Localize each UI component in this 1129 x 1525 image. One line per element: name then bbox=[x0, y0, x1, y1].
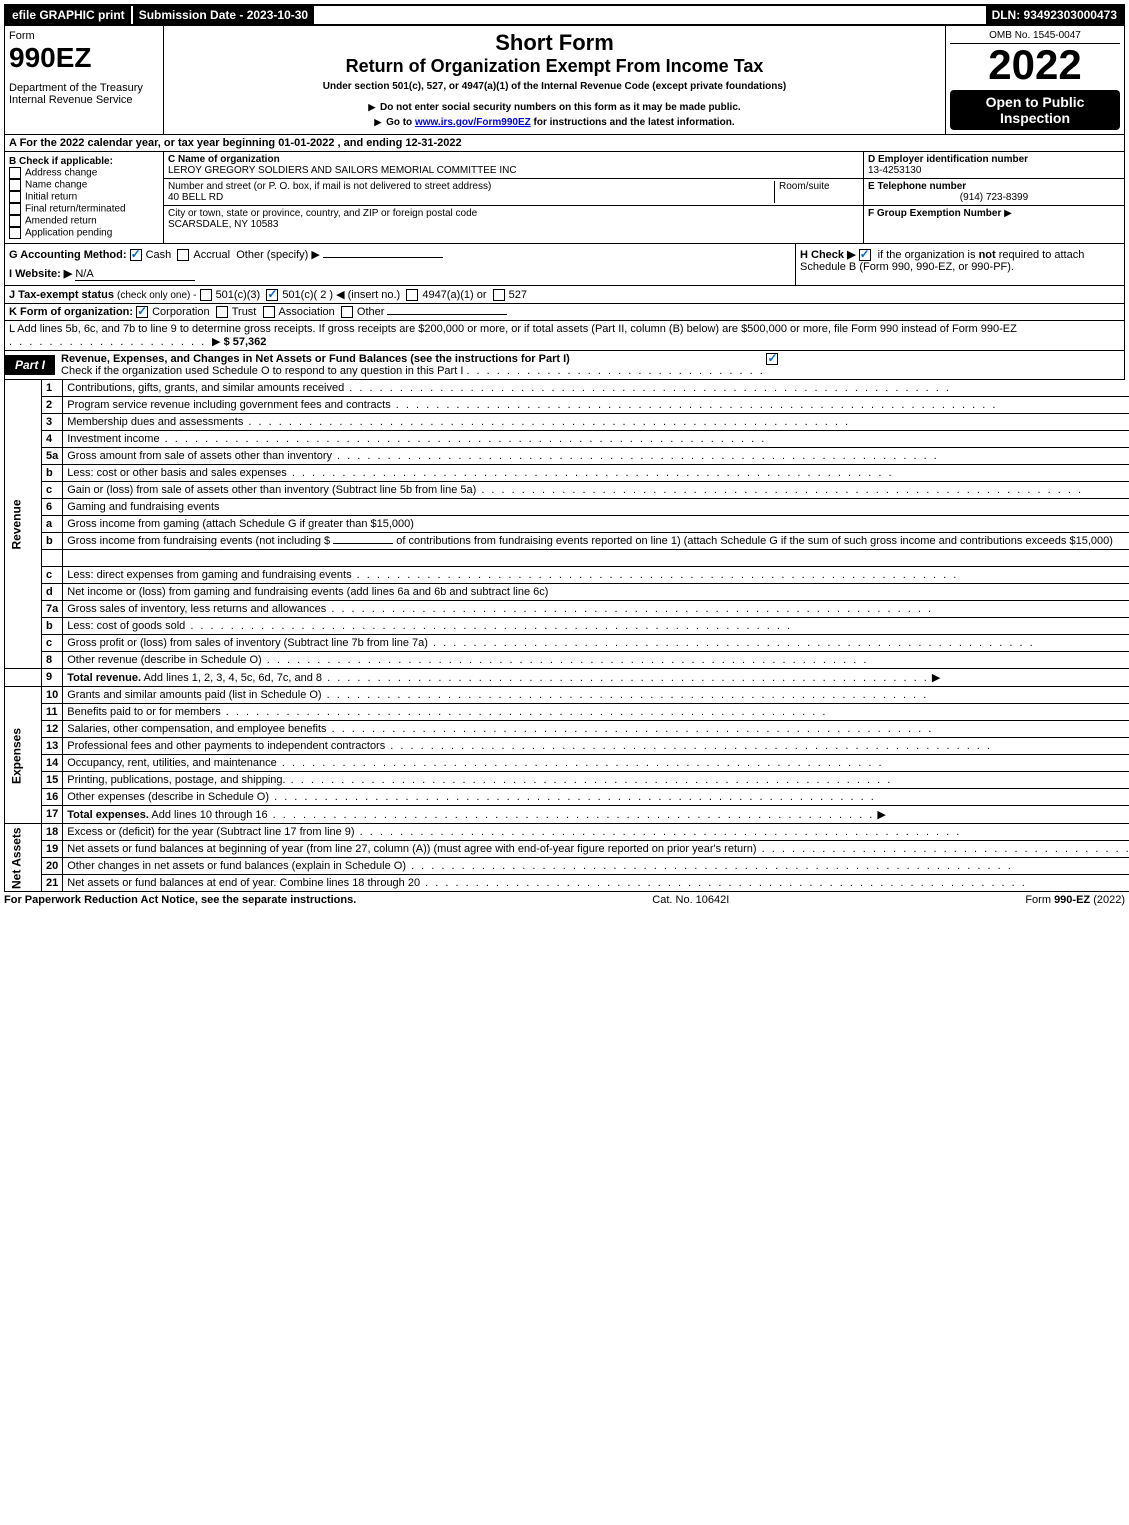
part1-label: Part I bbox=[5, 355, 55, 375]
checkbox-corporation[interactable] bbox=[136, 306, 148, 318]
footer-left: For Paperwork Reduction Act Notice, see … bbox=[4, 894, 356, 906]
section-c: C Name of organization LEROY GREGORY SOL… bbox=[164, 152, 863, 243]
arrow-icon bbox=[368, 102, 377, 113]
other-org-input[interactable] bbox=[387, 314, 507, 315]
room-label: Room/suite bbox=[779, 181, 859, 192]
row-gh: G Accounting Method: Cash Accrual Other … bbox=[4, 244, 1125, 286]
part1-table: Revenue 1 Contributions, gifts, grants, … bbox=[4, 380, 1129, 892]
phone-label: E Telephone number bbox=[868, 181, 1120, 192]
row-l: L Add lines 5b, 6c, and 7b to line 9 to … bbox=[4, 321, 1125, 351]
arrow-icon bbox=[374, 117, 383, 128]
checkbox-trust[interactable] bbox=[216, 306, 228, 318]
main-title: Return of Organization Exempt From Incom… bbox=[168, 56, 941, 77]
checkbox-initial-return[interactable] bbox=[9, 191, 21, 203]
checkbox-association[interactable] bbox=[263, 306, 275, 318]
submission-date: Submission Date - 2023-10-30 bbox=[131, 6, 314, 24]
website-label: I Website: ▶ bbox=[9, 268, 72, 280]
other-specify-input[interactable] bbox=[323, 257, 443, 258]
netassets-tab: Net Assets bbox=[5, 824, 42, 892]
org-name: LEROY GREGORY SOLDIERS AND SAILORS MEMOR… bbox=[168, 165, 859, 176]
group-arrow: ▶ bbox=[1004, 208, 1012, 219]
checkbox-final-return[interactable] bbox=[9, 203, 21, 215]
part1-header: Part I Revenue, Expenses, and Changes in… bbox=[4, 351, 1125, 380]
inspection-badge: Open to Public Inspection bbox=[950, 90, 1120, 130]
sections-bcd: B Check if applicable: Address change Na… bbox=[4, 152, 1125, 244]
accounting-label: G Accounting Method: bbox=[9, 249, 127, 261]
ein-value: 13-4253130 bbox=[868, 165, 1120, 176]
row-k: K Form of organization: Corporation Trus… bbox=[4, 304, 1125, 321]
part1-check-text: Check if the organization used Schedule … bbox=[61, 365, 463, 377]
h-label: H Check ▶ bbox=[800, 249, 856, 261]
section-a: A For the 2022 calendar year, or tax yea… bbox=[4, 135, 1125, 152]
checkbox-501c[interactable] bbox=[266, 289, 278, 301]
goto-pre: Go to bbox=[386, 117, 415, 128]
contrib-input[interactable] bbox=[333, 543, 393, 544]
checkbox-address-change[interactable] bbox=[9, 167, 21, 179]
section-def: D Employer identification number 13-4253… bbox=[863, 152, 1124, 243]
top-bar: efile GRAPHIC print Submission Date - 20… bbox=[4, 4, 1125, 26]
expenses-tab: Expenses bbox=[5, 687, 42, 824]
short-form-title: Short Form bbox=[168, 30, 941, 56]
checkbox-527[interactable] bbox=[493, 289, 505, 301]
ssn-note: Do not enter social security numbers on … bbox=[380, 102, 741, 113]
checkbox-name-change[interactable] bbox=[9, 179, 21, 191]
form-number: 990EZ bbox=[9, 42, 159, 74]
section-b-label: B Check if applicable: bbox=[9, 156, 159, 167]
checkbox-schedule-b[interactable] bbox=[859, 249, 871, 261]
revenue-tab: Revenue bbox=[5, 380, 42, 669]
phone-value: (914) 723-8399 bbox=[868, 192, 1120, 203]
checkbox-amended-return[interactable] bbox=[9, 215, 21, 227]
checkbox-schedule-o[interactable] bbox=[766, 353, 778, 365]
footer-center: Cat. No. 10642I bbox=[652, 894, 729, 906]
org-name-label: C Name of organization bbox=[168, 154, 859, 165]
checkbox-501c3[interactable] bbox=[200, 289, 212, 301]
checkbox-accrual[interactable] bbox=[177, 249, 189, 261]
dept-label: Department of the Treasury bbox=[9, 82, 159, 94]
street-label: Number and street (or P. O. box, if mail… bbox=[168, 181, 774, 192]
subtitle: Under section 501(c), 527, or 4947(a)(1)… bbox=[168, 81, 941, 92]
form-header: Form 990EZ Department of the Treasury In… bbox=[4, 26, 1125, 135]
checkbox-application-pending[interactable] bbox=[9, 227, 21, 239]
ein-label: D Employer identification number bbox=[868, 154, 1120, 165]
goto-post: for instructions and the latest informat… bbox=[534, 117, 735, 128]
efile-label: efile GRAPHIC print bbox=[6, 6, 131, 24]
website-value: N/A bbox=[75, 268, 195, 281]
irs-label: Internal Revenue Service bbox=[9, 94, 159, 106]
page-footer: For Paperwork Reduction Act Notice, see … bbox=[4, 892, 1125, 908]
group-label: F Group Exemption Number bbox=[868, 208, 1001, 219]
gross-receipts: $ 57,362 bbox=[224, 336, 267, 348]
tax-year: 2022 bbox=[950, 44, 1120, 86]
part1-title: Revenue, Expenses, and Changes in Net As… bbox=[61, 353, 570, 365]
city-label: City or town, state or province, country… bbox=[168, 208, 859, 219]
city-value: SCARSDALE, NY 10583 bbox=[168, 219, 859, 230]
section-b: B Check if applicable: Address change Na… bbox=[5, 152, 164, 243]
footer-form: 990-EZ bbox=[1054, 894, 1090, 906]
row-j: J Tax-exempt status (check only one) - 5… bbox=[4, 286, 1125, 304]
dln-label: DLN: 93492303000473 bbox=[986, 6, 1123, 24]
checkbox-other-org[interactable] bbox=[341, 306, 353, 318]
checkbox-cash[interactable] bbox=[130, 249, 142, 261]
form-word: Form bbox=[9, 30, 159, 42]
checkbox-4947[interactable] bbox=[406, 289, 418, 301]
street-value: 40 BELL RD bbox=[168, 192, 774, 203]
irs-link[interactable]: www.irs.gov/Form990EZ bbox=[415, 117, 531, 128]
